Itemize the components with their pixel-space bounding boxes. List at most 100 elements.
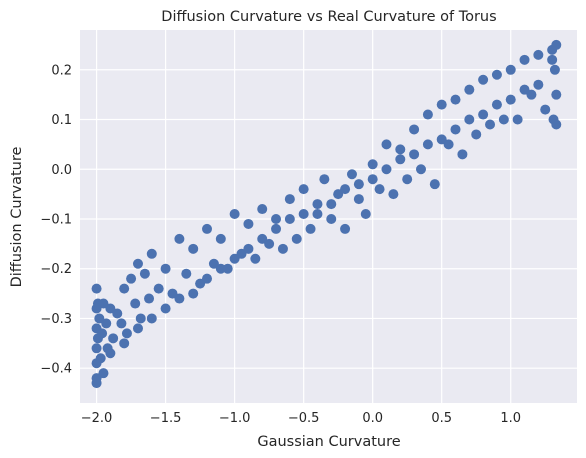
scatter-point — [533, 49, 544, 60]
y-tick-labels: −0.4 −0.3 −0.2 −0.1 0.0 0.1 0.2 — [40, 63, 72, 376]
scatter-point — [135, 313, 146, 324]
scatter-point — [146, 313, 157, 324]
scatter-point — [429, 179, 440, 190]
scatter-point — [97, 328, 108, 339]
scatter-point — [436, 99, 447, 110]
scatter-point — [374, 184, 385, 195]
scatter-point — [222, 263, 233, 274]
scatter-point — [215, 263, 226, 274]
x-tick-label: 1.0 — [500, 411, 521, 426]
scatter-point — [519, 84, 530, 95]
scatter-point — [367, 174, 378, 185]
scatter-point — [353, 179, 364, 190]
scatter-point — [540, 104, 551, 115]
x-tick-label: 0.0 — [362, 411, 383, 426]
scatter-point — [402, 174, 413, 185]
scatter-point — [381, 139, 392, 150]
scatter-point — [132, 258, 143, 269]
scatter-point — [132, 323, 143, 334]
scatter-point — [202, 273, 213, 284]
scatter-point — [202, 223, 213, 234]
scatter-point — [415, 164, 426, 175]
scatter-point — [112, 308, 123, 319]
scatter-point — [395, 154, 406, 165]
scatter-point — [326, 213, 337, 224]
scatter-point — [471, 129, 482, 140]
scatter-point — [422, 139, 433, 150]
scatter-point — [551, 39, 562, 50]
scatter-point — [422, 109, 433, 120]
scatter-point — [291, 233, 302, 244]
scatter-point — [108, 333, 119, 344]
scatter-point — [395, 144, 406, 155]
scatter-point — [91, 343, 102, 354]
scatter-point — [126, 273, 137, 284]
scatter-point — [450, 94, 461, 105]
x-tick-label: −2.0 — [81, 411, 113, 426]
x-axis-label: Gaussian Curvature — [257, 434, 400, 450]
scatter-point — [512, 114, 523, 125]
scatter-point — [409, 149, 420, 160]
scatter-point — [298, 184, 309, 195]
scatter-point — [284, 194, 295, 205]
scatter-point — [478, 74, 489, 85]
scatter-point — [312, 209, 323, 220]
scatter-point — [119, 283, 130, 294]
scatter-point — [188, 288, 199, 299]
scatter-point — [409, 124, 420, 135]
y-axis-label: Diffusion Curvature — [9, 147, 25, 288]
x-tick-label: 0.5 — [431, 411, 452, 426]
y-tick-label: 0.2 — [51, 63, 72, 78]
scatter-point — [243, 243, 254, 254]
y-tick-label: −0.2 — [40, 262, 72, 277]
data-points — [91, 39, 562, 389]
scatter-point — [215, 233, 226, 244]
scatter-point — [305, 223, 316, 234]
y-tick-label: 0.0 — [51, 163, 72, 178]
scatter-point — [116, 318, 127, 329]
scatter-point — [491, 69, 502, 80]
chart-title: Diffusion Curvature vs Real Curvature of… — [161, 9, 496, 25]
scatter-point — [284, 213, 295, 224]
y-tick-label: −0.1 — [40, 212, 72, 227]
scatter-point — [547, 54, 558, 65]
x-tick-label: −1.0 — [219, 411, 251, 426]
scatter-point — [298, 209, 309, 220]
scatter-point — [443, 139, 454, 150]
scatter-point — [478, 109, 489, 120]
scatter-point — [236, 248, 247, 259]
scatter-point — [381, 164, 392, 175]
scatter-point — [250, 253, 261, 264]
scatter-point — [174, 293, 185, 304]
scatter-point — [360, 209, 371, 220]
scatter-point — [464, 114, 475, 125]
scatter-point — [167, 288, 178, 299]
scatter-point — [319, 174, 330, 185]
scatter-point — [160, 263, 171, 274]
scatter-point — [312, 199, 323, 210]
scatter-point — [153, 283, 164, 294]
scatter-point — [264, 238, 275, 249]
scatter-point — [450, 124, 461, 135]
y-tick-label: −0.4 — [40, 362, 72, 377]
scatter-point — [257, 233, 268, 244]
scatter-point — [340, 223, 351, 234]
scatter-point — [101, 318, 112, 329]
scatter-point — [485, 119, 496, 130]
scatter-point — [160, 303, 171, 314]
scatter-point — [551, 89, 562, 100]
scatter-point — [257, 204, 268, 215]
scatter-point — [181, 268, 192, 279]
scatter-point — [98, 298, 109, 309]
scatter-point — [549, 64, 560, 75]
scatter-point — [243, 218, 254, 229]
scatter-point — [326, 199, 337, 210]
scatter-point — [271, 213, 282, 224]
scatter-point — [505, 94, 516, 105]
scatter-point — [498, 114, 509, 125]
scatter-point — [388, 189, 399, 200]
scatter-point — [105, 303, 116, 314]
scatter-point — [367, 159, 378, 170]
scatter-point — [195, 278, 206, 289]
